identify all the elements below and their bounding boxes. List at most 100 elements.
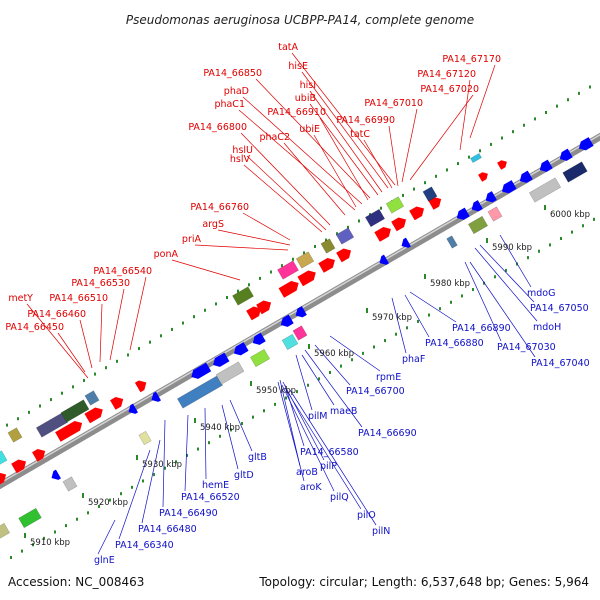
leader-line bbox=[409, 94, 474, 181]
leader-line bbox=[194, 244, 289, 251]
tick-mark bbox=[380, 206, 382, 210]
gene-label-lower: pilO bbox=[357, 510, 376, 521]
leader-line bbox=[464, 261, 502, 342]
leader-line bbox=[319, 117, 369, 201]
tick-mark bbox=[215, 302, 217, 306]
gene-block bbox=[249, 348, 271, 368]
gene-label-lower: PA14_66340 bbox=[115, 540, 174, 551]
gene-label-lower: PA14_66700 bbox=[346, 386, 405, 397]
tick-mark bbox=[230, 428, 232, 432]
gene-label-lower: PA14_66690 bbox=[358, 428, 417, 439]
leader-line bbox=[284, 384, 305, 447]
gene-label-upper: PA14_66530 bbox=[71, 278, 130, 289]
tick-mark bbox=[589, 85, 591, 89]
tick-mark bbox=[501, 136, 503, 140]
leader-line bbox=[240, 132, 331, 226]
gene-arrow-reverse bbox=[280, 314, 294, 327]
gene-arrow-reverse bbox=[471, 200, 483, 212]
leader-line bbox=[295, 354, 313, 411]
gene-arrow-reverse bbox=[519, 170, 533, 183]
tick-mark bbox=[545, 111, 547, 114]
leader-line bbox=[242, 96, 363, 205]
gene-block bbox=[364, 208, 386, 228]
gene-arrow-forward bbox=[391, 217, 407, 232]
leader-line bbox=[109, 288, 125, 361]
leader-line bbox=[309, 103, 379, 196]
gene-label-upper: hisE bbox=[288, 61, 308, 72]
tick-mark bbox=[490, 142, 492, 146]
gene-label-lower: PA14_67030 bbox=[497, 342, 556, 353]
tick-mark bbox=[384, 339, 386, 343]
gene-label-upper: PA14_67120 bbox=[417, 69, 476, 80]
gene-arrow-forward bbox=[32, 448, 46, 462]
gene-label-lower: rpmE bbox=[376, 372, 401, 383]
gene-label-lower: PA14_66880 bbox=[425, 338, 484, 349]
leader-line bbox=[301, 354, 335, 406]
leader-line bbox=[238, 109, 356, 211]
gene-label-upper: PA14_66850 bbox=[203, 68, 262, 79]
leader-line bbox=[243, 164, 323, 233]
gene-label-upper: argS bbox=[202, 219, 224, 230]
gene-label-upper: tatA bbox=[278, 42, 298, 53]
kbp-tick-label: 5990 kbp bbox=[492, 243, 532, 253]
gene-label-lower: PA14_66480 bbox=[138, 524, 197, 535]
gene-label-lower: PA14_66580 bbox=[300, 447, 359, 458]
leader-line bbox=[284, 387, 362, 510]
tick-mark bbox=[131, 485, 133, 489]
gene-label-upper: PA14_66910 bbox=[267, 107, 326, 118]
gene-block bbox=[84, 390, 100, 406]
tick-mark bbox=[285, 396, 287, 400]
gene-arrow-reverse bbox=[295, 306, 307, 318]
gene-arrow-reverse bbox=[456, 207, 470, 220]
leader-line bbox=[388, 125, 399, 187]
gene-label-upper: priA bbox=[182, 234, 202, 245]
gene-arrow-reverse bbox=[379, 254, 389, 265]
label-leaders bbox=[26, 52, 538, 555]
leader-line bbox=[204, 407, 207, 480]
leader-line bbox=[242, 212, 291, 241]
gene-block bbox=[18, 507, 42, 529]
gene-label-lower: pilN bbox=[372, 526, 390, 537]
tick-mark bbox=[21, 549, 23, 553]
tick-mark bbox=[556, 104, 558, 108]
gene-arrow-reverse bbox=[151, 391, 161, 402]
gene-label-upper: PA14_66540 bbox=[93, 266, 152, 277]
leader-line bbox=[301, 71, 389, 189]
tick-mark bbox=[248, 283, 250, 287]
gene-arrow-reverse bbox=[128, 403, 138, 414]
tick-mark bbox=[468, 155, 470, 159]
tick-mark bbox=[10, 556, 12, 559]
tick-mark bbox=[523, 123, 525, 127]
genome-stats-text: Topology: circular; Length: 6,537,648 bp… bbox=[258, 575, 589, 589]
kbp-tick-label: 5910 kbp bbox=[30, 538, 70, 548]
leader-line bbox=[474, 247, 538, 322]
gene-label-lower: glnE bbox=[94, 555, 115, 566]
kbp-major-tick bbox=[82, 493, 84, 498]
tick-mark bbox=[593, 217, 595, 221]
leader-line bbox=[217, 229, 291, 246]
tick-mark bbox=[336, 232, 338, 236]
gene-block bbox=[422, 186, 438, 202]
tick-mark bbox=[274, 402, 276, 406]
gene-arrow-forward bbox=[0, 472, 7, 487]
gene-label-lower: PA14_66890 bbox=[452, 323, 511, 334]
tick-mark bbox=[512, 130, 514, 134]
leader-line bbox=[97, 519, 116, 555]
tick-mark bbox=[582, 224, 584, 228]
gene-label-lower: mdoH bbox=[533, 322, 561, 333]
leader-line bbox=[229, 399, 253, 452]
tick-mark bbox=[72, 385, 74, 389]
tick-mark bbox=[28, 410, 30, 414]
gene-label-upper: ubiB bbox=[295, 93, 316, 104]
gene-label-lower: gltB bbox=[248, 452, 267, 463]
gene-arrow-forward bbox=[478, 172, 488, 182]
gene-arrow-reverse bbox=[401, 237, 411, 248]
leader-line bbox=[57, 332, 86, 373]
leader-line bbox=[279, 379, 301, 467]
gene-block bbox=[232, 286, 254, 306]
tick-mark bbox=[237, 289, 239, 293]
tick-mark bbox=[50, 398, 52, 402]
tick-mark bbox=[347, 225, 349, 229]
kbp-tick-label: 5970 kbp bbox=[372, 313, 412, 323]
gene-label-upper: phaC2 bbox=[259, 132, 290, 143]
